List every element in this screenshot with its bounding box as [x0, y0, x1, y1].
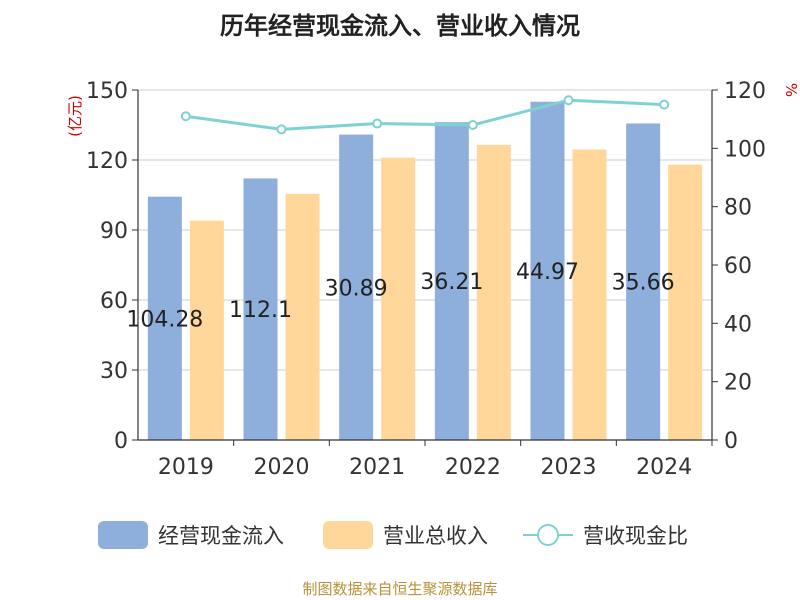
- ratio-point-2019: [180, 111, 191, 122]
- source-note: 制图数据来自恒生聚源数据库: [302, 580, 498, 598]
- legend-label-revenue: 营业总收入: [383, 524, 488, 548]
- data-label-2021: 30.89: [325, 276, 388, 301]
- legend: 经营现金流入 营业总收入 营收现金比: [0, 518, 800, 552]
- x-tick-label: 2020: [254, 455, 310, 480]
- bar-cash-inflow-2020: [243, 178, 278, 440]
- grid-lines: [138, 89, 712, 371]
- data-label-2023: 44.97: [516, 260, 579, 285]
- right-tick-label: 40: [724, 312, 752, 337]
- left-tick-label: 60: [100, 289, 128, 314]
- x-tick-label: 2024: [636, 455, 692, 480]
- ratio-point-2021: [372, 118, 383, 129]
- bars: [147, 101, 703, 441]
- bar-cash-inflow-2022: [434, 122, 469, 440]
- data-label-2024: 35.66: [612, 271, 675, 296]
- left-tick-label: 90: [100, 219, 128, 244]
- x-tick-label: 2019: [158, 455, 214, 480]
- bar-cash-inflow-2023: [530, 101, 565, 440]
- bar-revenue-2024: [668, 164, 703, 440]
- bar-revenue-2020: [285, 193, 320, 440]
- bar-cash-inflow-2024: [626, 123, 661, 441]
- left-tick-label: 120: [86, 149, 128, 174]
- legend-item-cash-inflow: 经营现金流入: [98, 518, 284, 552]
- ratio-point-2022: [467, 120, 478, 130]
- legend-label-cash-inflow: 经营现金流入: [158, 524, 284, 548]
- left-tick-label: 150: [86, 79, 128, 104]
- chart-title: 历年经营现金流入、营业收入情况: [220, 12, 580, 40]
- ratio-point-2020: [276, 124, 287, 135]
- left-tick-label: 30: [100, 359, 128, 384]
- legend-label-ratio: 营收现金比: [583, 524, 688, 548]
- legend-marker-ratio: [523, 521, 573, 549]
- right-axis-label: %: [782, 83, 800, 97]
- left-tick-label: 0: [114, 429, 128, 454]
- legend-item-ratio: 营收现金比: [523, 518, 688, 552]
- x-tick-label: 2021: [349, 455, 405, 480]
- data-label-2019: 104.28: [126, 307, 203, 332]
- right-tick-label: 60: [724, 254, 752, 279]
- x-tick-label: 2022: [445, 455, 501, 480]
- legend-swatch-revenue: [323, 521, 373, 549]
- right-tick-label: 120: [724, 79, 766, 104]
- bar-revenue-2023: [572, 149, 607, 440]
- bar-revenue-2019: [189, 220, 224, 440]
- x-tick-label: 2023: [541, 455, 597, 480]
- left-axis-label: (亿元): [66, 95, 84, 137]
- bar-cash-inflow-2021: [339, 134, 374, 440]
- ratio-point-2024: [659, 99, 670, 110]
- data-label-2022: 36.21: [420, 270, 483, 295]
- legend-swatch-cash-inflow: [98, 521, 148, 549]
- ratio-point-2023: [563, 95, 574, 106]
- ratio-line-path: [185, 98, 665, 131]
- right-tick-label: 80: [724, 196, 752, 221]
- right-tick-label: 20: [724, 371, 752, 396]
- legend-item-revenue: 营业总收入: [323, 518, 488, 552]
- bar-revenue-2021: [381, 157, 416, 440]
- bar-revenue-2022: [476, 144, 511, 441]
- data-label-2020: 112.1: [229, 298, 292, 323]
- ratio-line: [180, 95, 670, 135]
- data-labels: 104.28 112.1 30.89 36.21 44.97 35.66: [126, 260, 674, 332]
- right-tick-label: 100: [724, 137, 766, 162]
- bar-cash-inflow-2019: [147, 196, 182, 440]
- right-tick-label: 0: [724, 429, 738, 454]
